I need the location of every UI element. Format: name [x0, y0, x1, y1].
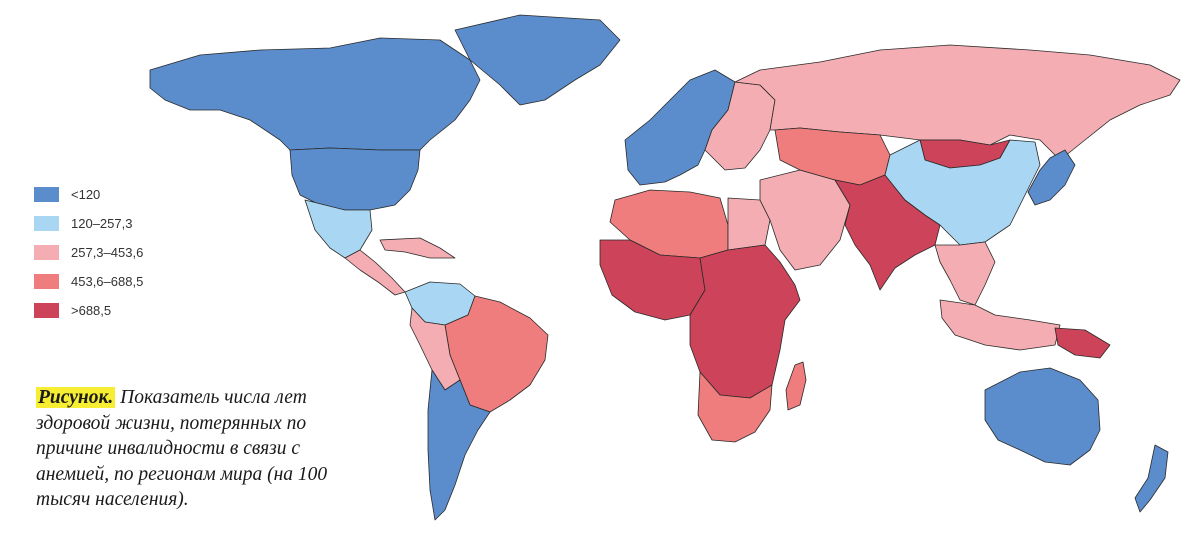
legend-swatch	[34, 245, 59, 260]
region-usa	[289, 147, 421, 211]
legend-label: 257,3–453,6	[71, 245, 144, 260]
region-indonesia	[939, 299, 1061, 351]
region-madagascar	[785, 361, 807, 411]
caption-text: Показатель числа лет здоровой жизни, пот…	[36, 387, 328, 510]
legend: <120 120–257,3 257,3–453,6 453,6–688,5 >…	[34, 180, 143, 325]
legend-label: <120	[71, 187, 101, 202]
legend-item: >688,5	[34, 296, 143, 325]
legend-item: 257,3–453,6	[34, 238, 143, 267]
region-australia	[984, 367, 1101, 466]
figure-caption: Рисунок. Показатель числа лет здоровой ж…	[36, 385, 376, 513]
region-papua	[1054, 327, 1111, 359]
region-north-america	[149, 37, 481, 151]
region-southern-cone	[427, 369, 491, 521]
region-china	[884, 139, 1041, 246]
caption-label: Рисунок.	[36, 387, 116, 408]
region-japan-korea	[1027, 149, 1076, 206]
legend-item: <120	[34, 180, 143, 209]
region-caribbean	[379, 237, 456, 259]
region-greenland	[454, 14, 621, 106]
legend-item: 453,6–688,5	[34, 267, 143, 296]
legend-label: 120–257,3	[71, 216, 133, 231]
region-central-america	[344, 249, 406, 296]
legend-label: >688,5	[71, 303, 112, 318]
legend-swatch	[34, 303, 59, 318]
legend-label: 453,6–688,5	[71, 274, 144, 289]
legend-item: 120–257,3	[34, 209, 143, 238]
legend-swatch	[34, 216, 59, 231]
region-southern-africa	[697, 371, 773, 443]
region-southeast-asia	[934, 241, 996, 306]
region-central-east-africa	[689, 244, 801, 399]
region-new-zealand	[1134, 444, 1169, 513]
legend-swatch	[34, 274, 59, 289]
legend-swatch	[34, 187, 59, 202]
